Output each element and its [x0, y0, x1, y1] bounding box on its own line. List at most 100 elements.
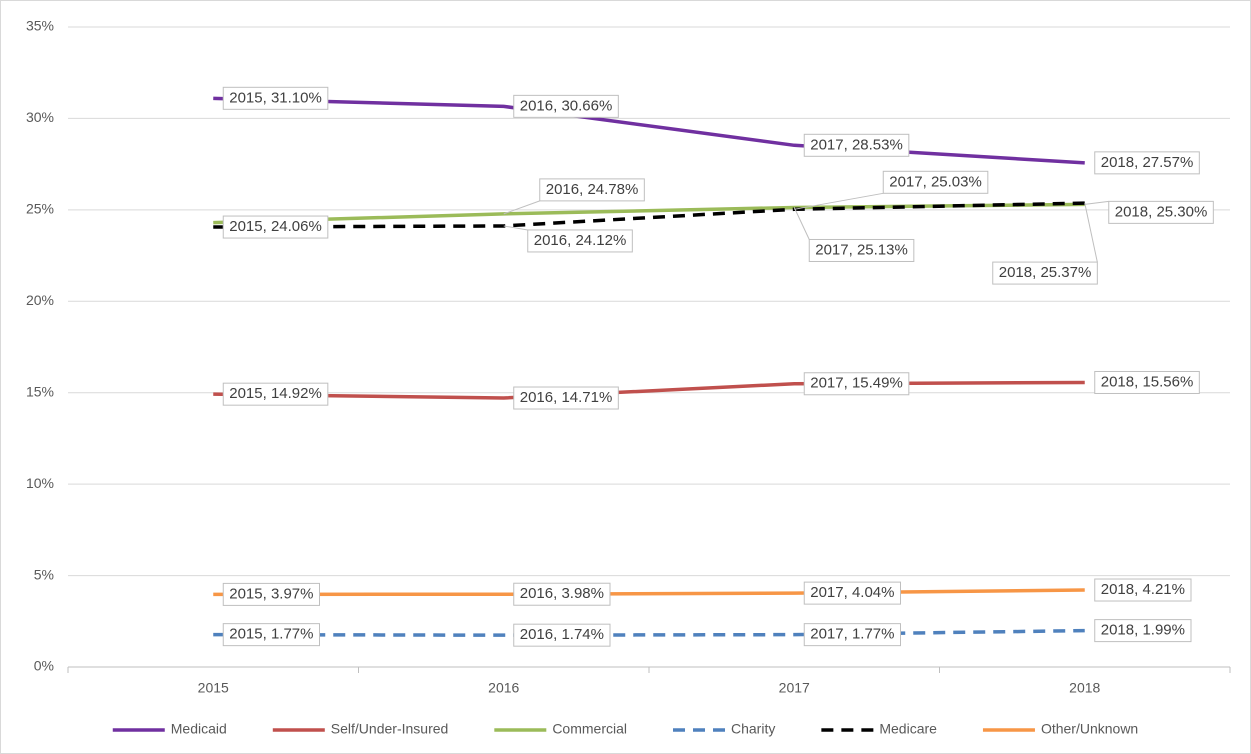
legend-label: Medicaid — [171, 721, 227, 737]
data-label-box — [222, 623, 320, 647]
data-label-box — [808, 238, 915, 262]
data-label-text: 2017, 15.49% — [810, 375, 903, 392]
data-label-box — [803, 133, 910, 157]
data-label-box — [1094, 619, 1192, 643]
legend: Medicaid Self/Under-Insured Commercial Char… — [112, 721, 1138, 737]
leader-line — [503, 200, 540, 215]
data-label-box — [513, 582, 611, 606]
x-tick-label: 2018 — [1069, 680, 1100, 696]
data-label-text: 2016, 24.78% — [546, 181, 639, 198]
leader-line — [1084, 200, 1109, 205]
data-label-box — [1094, 151, 1200, 175]
data-label-text: 2018, 1.99% — [1101, 622, 1185, 639]
data-label-text: 2017, 25.03% — [889, 173, 982, 190]
data-label: 2017, 28.53% — [803, 133, 910, 157]
data-label-box — [222, 86, 329, 110]
data-label-text: 2015, 1.77% — [229, 626, 313, 643]
y-tick-label: 30% — [26, 109, 54, 125]
legend-label: Medicare — [879, 721, 937, 737]
data-label: 2015, 14.92% — [222, 382, 329, 406]
data-label-text: 2016, 14.71% — [520, 389, 613, 406]
data-label: 2018, 27.57% — [1094, 151, 1200, 175]
legend-label: Self/Under-Insured — [331, 721, 449, 737]
series-line — [213, 201, 1085, 229]
series-line — [213, 588, 1085, 597]
data-label-text: 2018, 15.56% — [1101, 373, 1194, 390]
data-label-text: 2017, 25.13% — [815, 241, 908, 258]
data-label-box — [539, 178, 645, 202]
data-label-box — [222, 382, 329, 406]
y-tick-label: 20% — [26, 292, 54, 308]
series-line — [213, 96, 1085, 165]
leader-line — [794, 192, 884, 210]
data-label: 2016, 24.12% — [503, 225, 633, 253]
data-label-box — [803, 372, 910, 396]
data-label: 2016, 3.98% — [513, 582, 611, 606]
x-tick-label: 2017 — [779, 680, 810, 696]
data-label: 2017, 25.03% — [794, 170, 989, 210]
data-label: 2015, 24.06% — [222, 215, 329, 239]
data-label-text: 2018, 4.21% — [1101, 581, 1185, 598]
data-label-box — [803, 581, 901, 605]
data-label: 2015, 31.10% — [222, 86, 329, 110]
y-tick-label: 25% — [26, 201, 54, 217]
data-label-text: 2016, 30.66% — [520, 97, 613, 114]
data-label: 2017, 25.13% — [793, 207, 915, 262]
data-label-box — [222, 215, 329, 239]
series-line — [213, 628, 1085, 637]
data-label-box — [1108, 200, 1214, 224]
data-label-text: 2016, 3.98% — [520, 585, 604, 602]
data-label-text: 2018, 27.57% — [1101, 154, 1194, 171]
data-label-box — [513, 386, 619, 410]
y-tick-label: 10% — [26, 475, 54, 491]
data-label-text: 2015, 24.06% — [229, 218, 322, 235]
y-tick-label: 5% — [34, 566, 54, 582]
leader-line — [793, 207, 810, 240]
data-label-box — [527, 229, 633, 253]
leader-line — [1084, 202, 1098, 263]
data-label: 2015, 1.77% — [222, 623, 320, 647]
legend-label: Other/Unknown — [1041, 721, 1138, 737]
data-label: 2017, 4.04% — [803, 581, 901, 605]
data-label-box — [513, 623, 611, 647]
data-label-text: 2017, 1.77% — [810, 626, 894, 643]
data-label: 2018, 1.99% — [1094, 619, 1192, 643]
leader-line — [503, 225, 528, 231]
data-label: 2018, 25.37% — [992, 202, 1098, 285]
y-tick-label: 15% — [26, 383, 54, 399]
data-label-box — [1094, 578, 1192, 602]
data-label: 2017, 15.49% — [803, 372, 910, 396]
data-label: 2018, 4.21% — [1094, 578, 1192, 602]
data-label: 2018, 15.56% — [1094, 370, 1200, 394]
data-label: 2016, 14.71% — [513, 386, 619, 410]
data-label-text: 2018, 25.37% — [999, 264, 1092, 281]
series-line — [213, 380, 1085, 400]
data-label-text: 2016, 1.74% — [520, 626, 604, 643]
data-label-box — [992, 261, 1098, 285]
data-label: 2016, 24.78% — [503, 178, 645, 215]
data-label-box — [513, 94, 619, 118]
data-label-box — [1094, 370, 1200, 394]
data-label-text: 2016, 24.12% — [534, 232, 627, 249]
data-label: 2016, 30.66% — [513, 94, 619, 118]
data-label: 2016, 1.74% — [513, 623, 611, 647]
x-tick-label: 2016 — [488, 680, 519, 696]
data-label-text: 2017, 4.04% — [810, 584, 894, 601]
data-label: 2015, 3.97% — [222, 582, 320, 606]
data-label-text: 2015, 3.97% — [229, 585, 313, 602]
y-tick-label: 35% — [26, 18, 54, 34]
data-label: 2017, 1.77% — [803, 623, 901, 647]
data-label-text: 2015, 14.92% — [229, 385, 322, 402]
data-label-text: 2018, 25.30% — [1115, 203, 1208, 220]
x-tick-label: 2015 — [198, 680, 229, 696]
legend-label: Commercial — [552, 721, 627, 737]
data-label-box — [803, 623, 901, 647]
data-label-box — [882, 170, 989, 194]
data-label-box — [222, 582, 320, 606]
data-label-text: 2017, 28.53% — [810, 136, 903, 153]
legend-label: Charity — [731, 721, 775, 737]
data-label-text: 2015, 31.10% — [229, 89, 322, 106]
y-tick-label: 0% — [34, 658, 54, 674]
